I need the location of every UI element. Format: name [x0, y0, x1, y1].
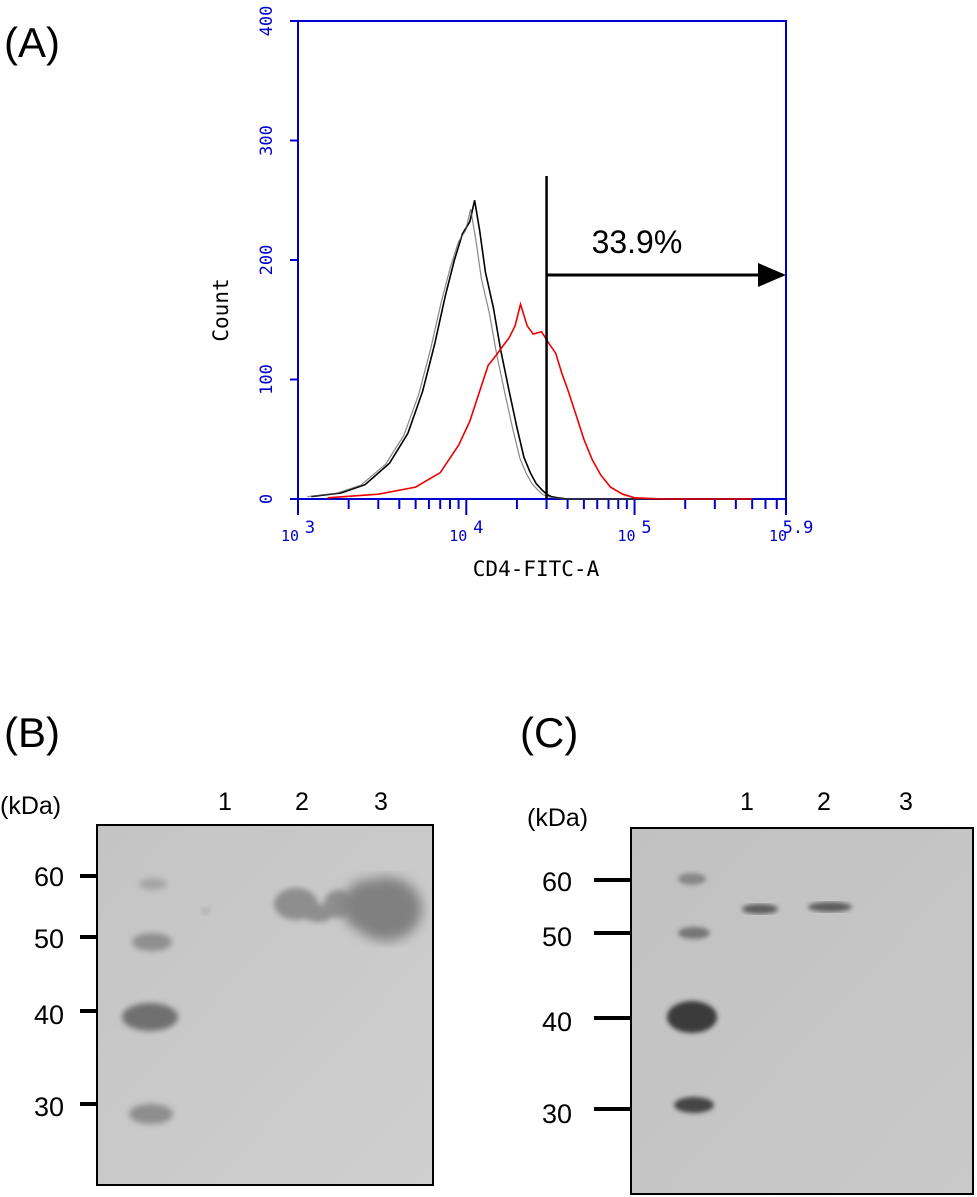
blot-b-lane-1: 1 [218, 788, 232, 816]
control-histogram-line [311, 200, 753, 500]
blot-b-band-lane-3 [342, 877, 422, 941]
blot-c-tick-60 [594, 878, 634, 882]
y-tick-label: 0 [257, 494, 277, 504]
y-tick-label: 100 [257, 364, 277, 395]
sample-histogram-line [327, 301, 753, 500]
gate-percentage: 33.9% [592, 224, 683, 260]
blot-b-lane-2: 2 [295, 788, 309, 816]
plot-frame [297, 20, 787, 500]
blot-c-lane-2: 2 [817, 788, 831, 816]
blot-c-kda-label: (kDa) [527, 804, 589, 832]
y-tick-label: 400 [257, 6, 277, 37]
blot-b-ladder [122, 878, 178, 1124]
blot-b-marker-40: 40 [33, 1000, 64, 1030]
panel-c-label: (C) [520, 709, 579, 756]
blot-b-marker-30: 30 [33, 1092, 64, 1122]
blot-c-marker-40: 40 [541, 1007, 572, 1037]
blot-c-ladder [667, 873, 717, 1113]
panel-b-label: (B) [4, 709, 60, 756]
x-tick-exponent: 4 [473, 518, 483, 538]
blot-c-band-lane-1 [742, 904, 778, 914]
panel-a-label: (A) [4, 19, 60, 66]
blot-b-marker-60: 60 [33, 862, 64, 892]
x-tick-label: 10 [281, 527, 299, 545]
x-tick-exponent: 5 [641, 518, 651, 538]
x-tick-label: 10 [618, 527, 636, 545]
blot-c-marker-60: 60 [541, 867, 572, 897]
blot-c-tick-30 [594, 1107, 634, 1111]
blot-b-kda-label: (kDa) [0, 792, 62, 820]
blot-c-marker-30: 30 [541, 1099, 572, 1129]
blot-c-lane-1: 1 [740, 788, 754, 816]
x-tick-label: 10 [449, 527, 467, 545]
gate-arrowhead [758, 263, 786, 287]
x-axis-label: CD4-FITC-A [473, 557, 600, 581]
blot-c-marker-50: 50 [541, 922, 572, 952]
x-tick-exponent: 3 [305, 518, 315, 538]
blot-c-tick-40 [594, 1016, 634, 1020]
blot-b-lane-3: 3 [374, 788, 388, 816]
x-tick-exponent: 5.9 [783, 518, 814, 538]
blot-c-band-lane-2 [808, 902, 852, 912]
blot-c-membrane [630, 827, 974, 1195]
blot-b-membrane [96, 824, 434, 1186]
x-tick-label: 10 [769, 527, 787, 545]
blot-b-lane-1-trace [201, 907, 211, 915]
blot-c-lane-3: 3 [899, 788, 913, 816]
y-tick-label: 200 [257, 245, 277, 276]
control-histogram-line-2 [307, 209, 749, 500]
y-tick-label: 300 [257, 125, 277, 156]
blot-b-marker-50: 50 [33, 924, 64, 954]
blot-c-tick-50 [594, 931, 634, 935]
y-axis-label: Count [209, 278, 233, 341]
